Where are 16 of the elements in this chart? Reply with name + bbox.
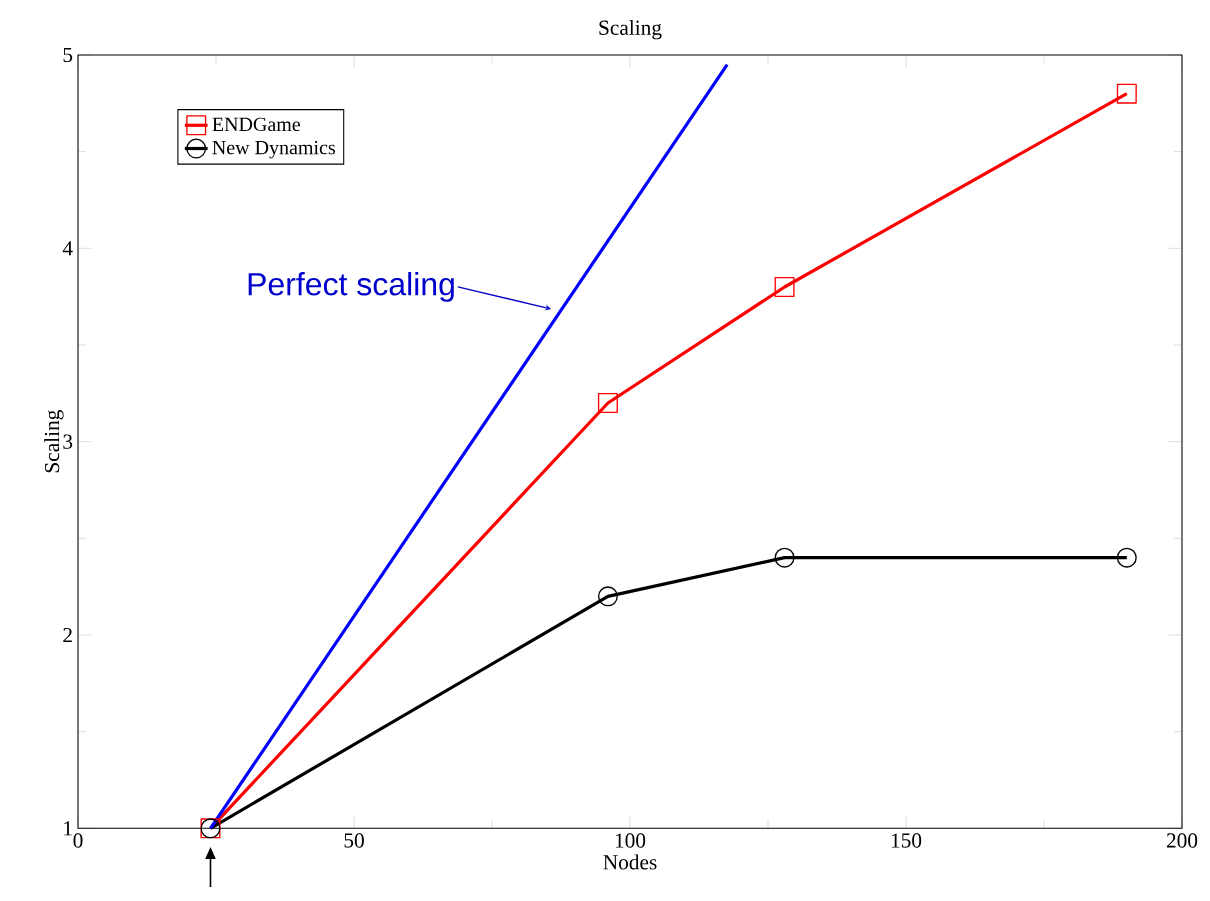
- x-tick-label: 150: [891, 833, 922, 848]
- legend-label: ENDGame: [212, 117, 301, 131]
- y-axis-title: Scaling: [44, 409, 64, 473]
- annotation: Perfect scaling: [248, 271, 454, 302]
- y-tick-label: 2: [63, 627, 72, 642]
- chart-title: Scaling: [599, 19, 662, 40]
- y-tick-label: 5: [63, 47, 73, 62]
- x-tick-label: 100: [615, 833, 646, 848]
- x-tick-label: 50: [344, 833, 364, 848]
- legend-label: New Dynamics: [212, 140, 335, 159]
- y-tick-label: 1: [64, 821, 72, 836]
- y-tick-label: 3: [63, 434, 73, 449]
- x-axis-title: Nodes: [603, 854, 657, 870]
- y-tick-label: 4: [62, 241, 73, 256]
- x-tick-label: 200: [1166, 833, 1198, 848]
- x-tick-label: 0: [73, 833, 83, 848]
